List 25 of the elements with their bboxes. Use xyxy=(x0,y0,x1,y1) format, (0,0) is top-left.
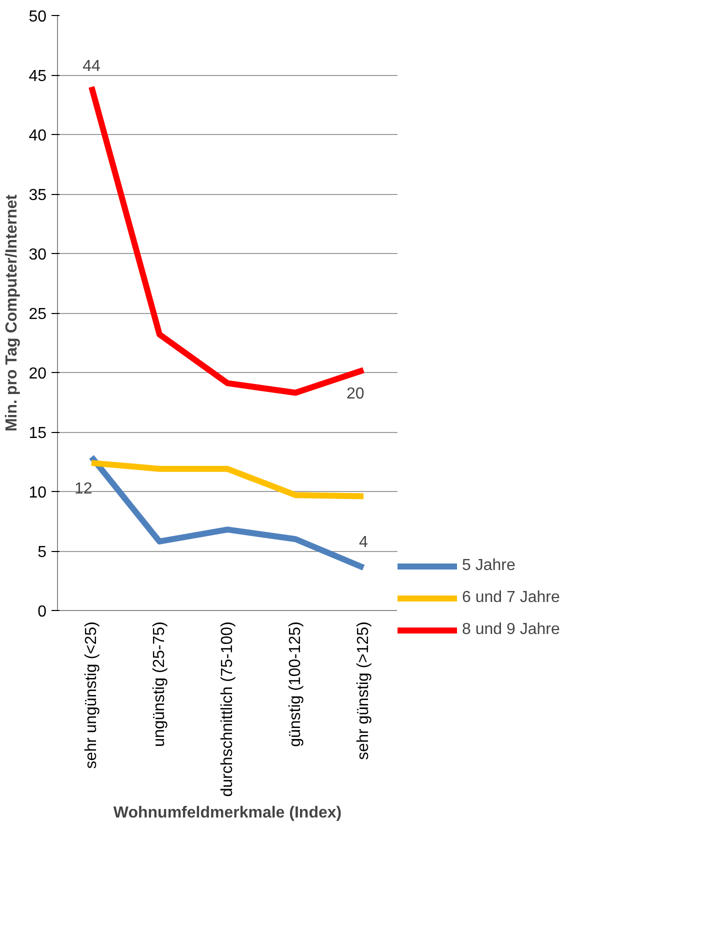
x-tick-label: ungünstig (25-75) xyxy=(151,621,168,747)
x-tick-label: sehr ungünstig (<25) xyxy=(83,622,100,769)
y-tick-label: 0 xyxy=(38,604,47,620)
x-tick-label: günstig (100-125) xyxy=(287,621,304,747)
annotation: 4 xyxy=(359,534,368,551)
legend-label: 5 Jahre xyxy=(462,557,516,575)
y-tick-label: 15 xyxy=(28,425,47,442)
x-tick-label: durchschnittlich (75-100) xyxy=(219,621,236,797)
y-tick-label: 20 xyxy=(28,366,47,382)
annotation: 44 xyxy=(82,58,100,75)
y-tick-label: 45 xyxy=(28,68,47,85)
y-tick-label: 40 xyxy=(28,128,47,144)
y-tick-label: 5 xyxy=(38,544,47,561)
y-tick-label: 10 xyxy=(28,484,47,502)
y-tick-label: 35 xyxy=(28,187,47,204)
legend-label: 6 und 7 Jahre xyxy=(462,589,560,607)
legend-label: 8 und 9 Jahre xyxy=(462,621,560,639)
annotation: 12 xyxy=(74,480,92,498)
y-tick-label: 30 xyxy=(28,246,47,264)
x-axis-title: Wohnumfeldmerkmale (Index) xyxy=(113,804,342,822)
x-tick-label: sehr günstig (>125) xyxy=(355,621,372,760)
y-tick-label: 25 xyxy=(28,306,47,323)
y-tick-label: 50 xyxy=(28,8,47,26)
y-axis-title: Min. pro Tag Computer/Internet xyxy=(4,194,21,432)
annotation: 20 xyxy=(346,386,364,402)
